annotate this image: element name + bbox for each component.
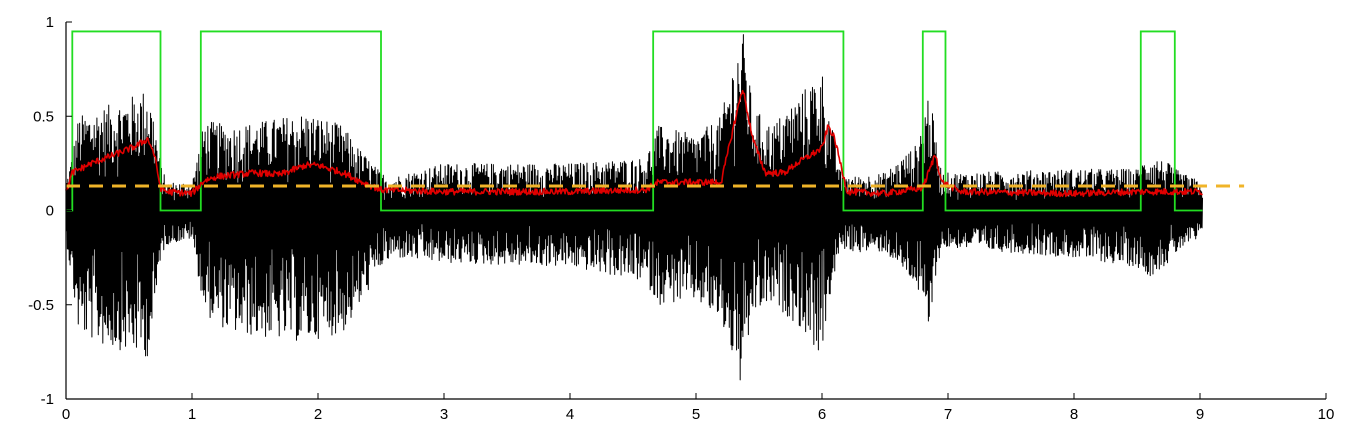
y-tick-label: -1: [41, 391, 54, 408]
x-tick-label: 1: [188, 406, 196, 423]
waveform-line: [65, 34, 1204, 381]
y-tick-labels: -1 -0.5 0 0.5 1: [28, 14, 54, 408]
y-tick-label: 0.5: [33, 108, 54, 125]
x-tick-label: 7: [944, 406, 952, 423]
y-tick-label: -0.5: [28, 297, 54, 314]
x-tick-label: 3: [440, 406, 448, 423]
voice-activity-line: [66, 30, 1203, 212]
waveform-series: [65, 34, 1204, 381]
energy-series: [65, 89, 1203, 198]
x-tick-label: 8: [1070, 406, 1078, 423]
x-tick-labels: 0 1 2 3 4 5 6 7 8 9 10: [62, 406, 1335, 423]
x-tick-label: 0: [62, 406, 70, 423]
y-tick-label: 0: [46, 203, 54, 220]
x-tick-label: 5: [692, 406, 700, 423]
voice-activity-series: [66, 30, 1203, 212]
x-tick-label: 9: [1196, 406, 1204, 423]
x-tick-label: 10: [1318, 406, 1335, 423]
plot-area: [65, 30, 1245, 381]
axes: [65, 21, 1327, 400]
x-tick-label: 2: [314, 406, 322, 423]
y-tick-label: 1: [46, 14, 54, 31]
x-tick-label: 4: [566, 406, 574, 423]
x-tick-label: 6: [818, 406, 826, 423]
energy-line: [65, 89, 1203, 198]
